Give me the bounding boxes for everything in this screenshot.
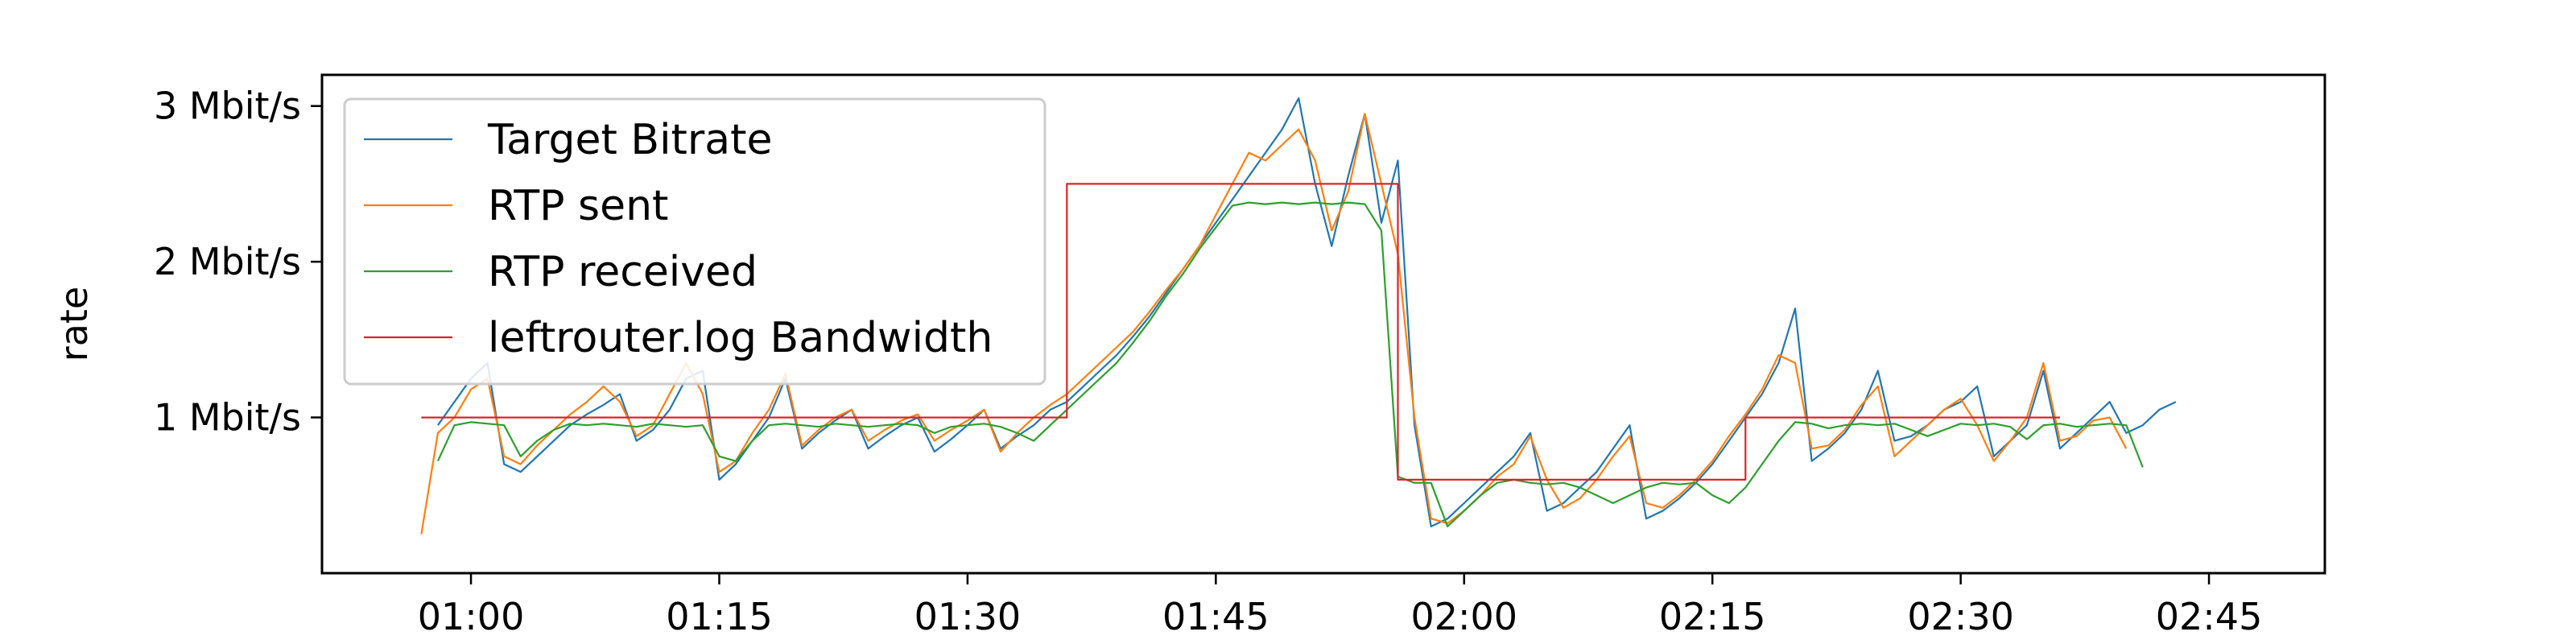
series-line-target-bitrate	[437, 97, 2177, 528]
x-tick-label: 02:30	[1907, 595, 2014, 638]
legend: Target Bitrate RTP sent RTP received leftro…	[343, 97, 1046, 386]
x-tick-label: 01:00	[418, 595, 525, 638]
plot-frame	[320, 73, 2326, 575]
x-tick-label: 02:45	[2156, 595, 2263, 638]
x-axis: 01:00 01:15 01:30 01:45 02:00 02:15 02:30 02:45	[418, 573, 2263, 638]
x-tick-label: 01:15	[666, 595, 773, 638]
y-tick-label: 2 Mbit/s	[154, 240, 301, 283]
legend-label-leftrouter-log-bandwidth: leftrouter.log Bandwidth	[488, 314, 993, 362]
x-tick-label: 02:15	[1659, 595, 1766, 638]
y-tick-label: 3 Mbit/s	[154, 85, 301, 128]
series-line-leftrouter-log-bandwidth	[421, 183, 2060, 481]
x-tick-label: 01:30	[914, 595, 1022, 638]
series-line-rtp-received	[436, 201, 2144, 528]
x-tick-label: 02:00	[1410, 595, 1517, 638]
legend-label-target-bitrate: Target Bitrate	[487, 116, 773, 164]
legend-label-rtp-received: RTP received	[488, 248, 758, 296]
y-axis: 1 Mbit/s 2 Mbit/s 3 Mbit/s	[154, 85, 322, 440]
y-tick-label: 1 Mbit/s	[154, 396, 301, 440]
y-axis-label: rate	[52, 287, 96, 361]
x-tick-label: 01:45	[1162, 595, 1269, 638]
legend-box	[343, 97, 1046, 386]
legend-label-rtp-sent: RTP sent	[488, 182, 668, 230]
plot-lines	[420, 97, 2177, 535]
series-line-rtp-sent	[420, 113, 2128, 535]
